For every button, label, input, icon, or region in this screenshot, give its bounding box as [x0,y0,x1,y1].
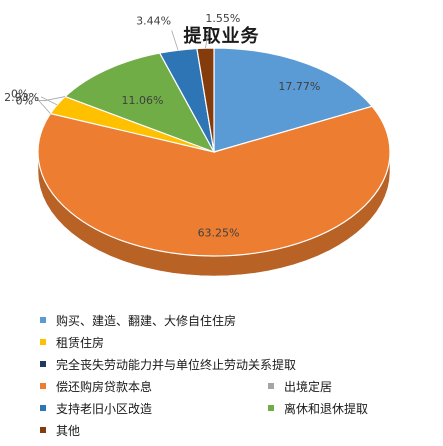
pie-slice-0 [213,47,374,153]
legend-label: 购买、建造、翻建、大修自住住房 [56,314,237,328]
legend-marker [40,404,46,411]
leader-line-6 [171,30,179,51]
legend-marker [40,382,46,389]
pie-chart: 17.77% 63.25% 0%2.93%0% 11.06% 3.44% 1.55% [4,12,391,277]
leader-line-2 [28,93,51,114]
leader-line-3 [40,96,58,106]
legend-label: 离休和退休提取 [284,402,369,416]
legend-label: 完全丧失劳动能力并与单位终止劳动关系提取 [56,358,297,372]
pie-slice-1 [37,105,391,257]
legend-item-3: 租赁住房 [40,334,104,351]
legend-item-6: 支持老旧小区改造 [40,400,152,417]
legend-marker [268,382,274,389]
legend-marker [40,338,46,345]
legend-label: 支持老旧小区改造 [56,402,153,416]
legend-label: 租赁住房 [56,336,105,350]
pie-tops [37,47,391,257]
legend-label: 其他 [56,424,81,438]
legend-marker [40,360,46,367]
data-label-2: 0% [11,88,28,101]
legend-item-2: 完全丧失劳动能力并与单位终止劳动关系提取 [40,356,296,373]
legend-item-1: 偿还购房贷款本息 [40,378,152,395]
data-label-3: 2.93% [4,91,39,104]
pie-labels: 17.77% 63.25% 0%2.93%0% 11.06% 3.44% 1.55% [4,12,320,240]
leader-line-4 [35,96,66,101]
legend-label: 出境定居 [284,380,333,394]
pie-slice-5 [63,52,216,154]
pie-leaders [28,28,210,114]
legend-item-0: 购买、建造、翻建、大修自住住房 [40,312,236,329]
legend-marker [40,316,46,323]
legend-item-5: 离休和退休提取 [268,400,368,417]
data-label-1: 63.25% [198,227,240,240]
leader-line-7 [205,28,210,49]
legend-item-7: 其他 [40,422,80,439]
legend-marker [268,404,274,411]
data-label-4: 0% [16,95,33,108]
data-label-5: 11.06% [122,94,164,107]
legend-item-4: 出境定居 [268,378,332,395]
chart-title: 提取业务 [183,26,260,47]
legend-label: 偿还购房贷款本息 [56,380,153,394]
data-label-6: 3.44% [136,14,171,27]
data-label-0: 17.77% [278,80,320,93]
legend-marker [40,426,46,433]
data-label-7: 1.55% [205,12,240,25]
